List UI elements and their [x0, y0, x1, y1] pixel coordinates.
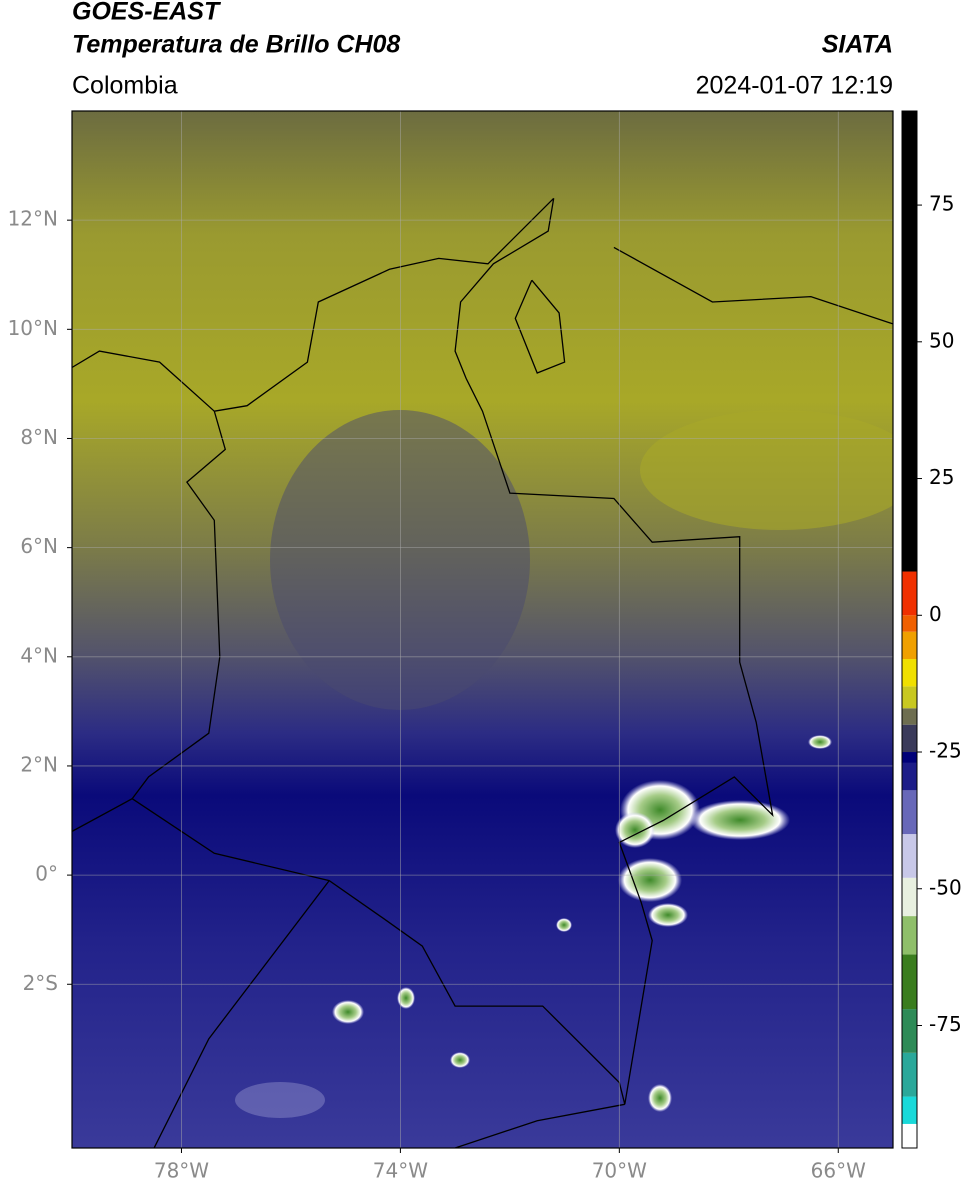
colorbar-tick-label: -75 — [929, 1012, 962, 1036]
colorbar-tick-label: 50 — [929, 328, 954, 352]
cloud — [648, 1084, 672, 1112]
y-tick-label: 12°N — [8, 207, 58, 231]
cloud — [690, 800, 790, 840]
border-line — [72, 798, 133, 832]
colorbar-segment — [902, 659, 917, 687]
cloud — [618, 858, 682, 902]
colorbar: 75 50 25 0 -25 -50 -75 — [902, 111, 962, 1148]
subtitle: Temperatura de Brillo CH08 — [72, 31, 400, 59]
colorbar-segment — [902, 111, 917, 572]
border-line — [131, 197, 774, 1105]
colorbar-segment — [902, 724, 917, 753]
colorbar-segment — [902, 571, 917, 616]
x-tick-label: 74°W — [373, 1159, 428, 1183]
colorbar-tick-label: 75 — [929, 192, 954, 216]
cloud — [556, 918, 572, 932]
colorbar-segment — [902, 631, 917, 660]
y-tick-label: 8°N — [20, 425, 58, 449]
grid — [72, 111, 893, 1148]
colorbar-segment — [902, 762, 917, 791]
map-frame — [71, 110, 894, 1149]
colorbar-segment — [902, 1052, 917, 1097]
colorbar-tick-label: -50 — [929, 875, 962, 899]
border-line — [153, 880, 330, 1148]
cloud — [397, 987, 415, 1009]
title: GOES-EAST — [72, 0, 222, 26]
x-tick-label: 70°W — [592, 1159, 647, 1183]
y-tick-label: 6°N — [20, 534, 58, 558]
cloud — [648, 903, 688, 927]
colorbar-tick-label: -25 — [929, 739, 962, 763]
border-line — [613, 246, 893, 325]
colorbar-segment — [902, 790, 917, 835]
colorbar-segment — [902, 1096, 917, 1124]
colorbar-segment — [902, 615, 917, 632]
colorbar-segment — [902, 686, 917, 709]
y-tick-label: 10°N — [8, 316, 58, 340]
colorbar-tick-label: 25 — [929, 465, 954, 489]
y-tick-label: 2°N — [20, 752, 58, 776]
colorbar-segment — [902, 916, 917, 955]
source: SIATA — [822, 31, 893, 59]
map-imagery — [72, 111, 893, 1148]
y-tick-label: 0° — [35, 862, 58, 886]
cloud — [615, 812, 655, 848]
cloud — [450, 1052, 470, 1068]
x-tick-label: 78°W — [154, 1159, 209, 1183]
colorbar-segment — [902, 877, 917, 917]
datetime: 2024-01-07 12:19 — [696, 72, 893, 100]
cloud — [808, 735, 832, 749]
borders — [72, 197, 893, 1148]
cloud — [332, 1000, 364, 1024]
y-tick-label: 4°N — [20, 643, 58, 667]
colorbar-tick-label: 0 — [929, 602, 942, 626]
cloud — [235, 1082, 325, 1118]
y-tick-label: 2°S — [23, 971, 58, 995]
colorbar-segment — [902, 954, 917, 1010]
border-line — [454, 1103, 625, 1148]
border-line — [72, 350, 215, 412]
x-tick-label: 66°W — [811, 1159, 866, 1183]
colorbar-segment — [902, 834, 917, 878]
colorbar-frame — [901, 110, 918, 1149]
colorbar-segment — [902, 708, 917, 725]
cloud-field — [640, 410, 893, 530]
colorbar-segment — [902, 1123, 917, 1148]
border-line — [514, 279, 566, 374]
colorbar-segment — [902, 752, 917, 763]
region: Colombia — [72, 72, 178, 100]
colorbar-segment — [902, 1009, 917, 1053]
